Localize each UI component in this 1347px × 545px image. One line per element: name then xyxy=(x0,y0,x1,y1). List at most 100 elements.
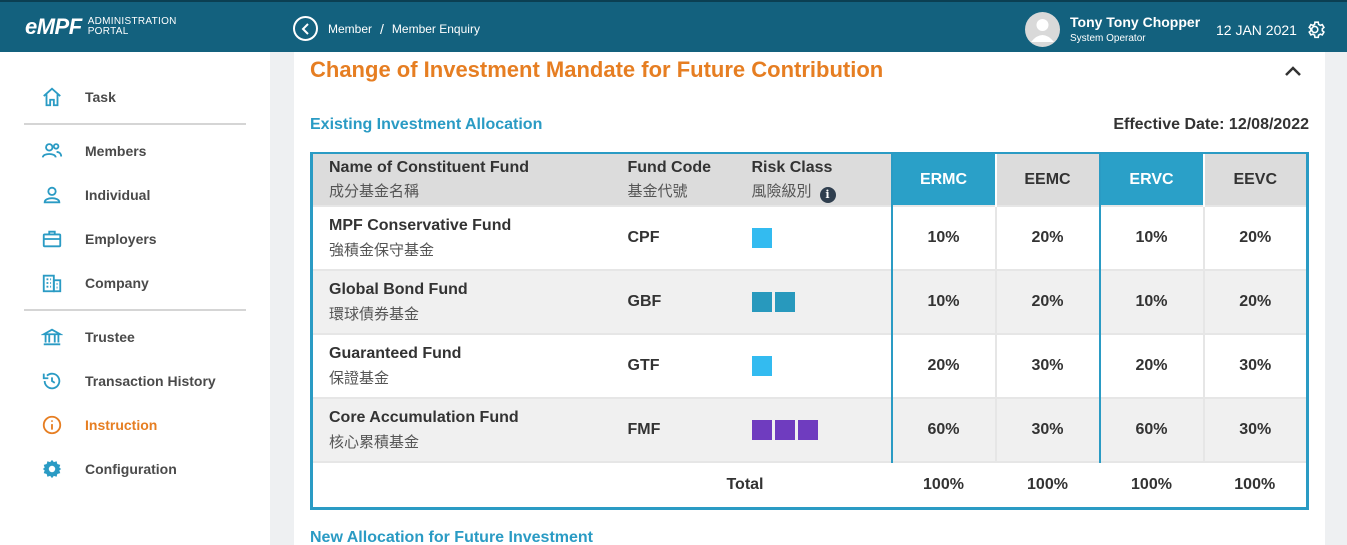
header-risk-class-en: Risk Class xyxy=(751,159,833,176)
sidebar-item-label: Configuration xyxy=(85,461,177,477)
total-ermc: 100% xyxy=(891,461,996,508)
avatar[interactable] xyxy=(1025,12,1060,47)
sidebar: Task Members Individual Employers Compan… xyxy=(0,52,270,545)
header-fund-name: Name of Constituent Fund 成分基金名稱 xyxy=(311,152,628,206)
cell-eevc: 30% xyxy=(1202,397,1308,462)
sidebar-divider xyxy=(24,123,246,125)
cell-ervc: 10% xyxy=(1098,269,1204,334)
user-name: Tony Tony Chopper xyxy=(1070,14,1201,30)
breadcrumb-member[interactable]: Member xyxy=(328,22,373,36)
total-ervc: 100% xyxy=(1099,461,1204,508)
cell-eevc: 20% xyxy=(1202,205,1308,270)
fund-name-zh: 核心累積基金 xyxy=(329,434,420,451)
total-row: Total 100% 100% 100% 100% xyxy=(311,461,1308,508)
cell-risk-class xyxy=(751,205,892,270)
table-header-row: Name of Constituent Fund 成分基金名稱 Fund Cod… xyxy=(311,152,1308,206)
existing-allocation-title: Existing Investment Allocation xyxy=(310,116,543,133)
sidebar-item-label: Transaction History xyxy=(85,373,216,389)
header-risk-class-zh-wrap: 風險級別 i xyxy=(752,180,891,203)
header-fund-code-zh: 基金代號 xyxy=(627,183,688,200)
logo[interactable]: eMPF ADMINISTRATION PORTAL xyxy=(25,15,177,39)
total-eevc: 100% xyxy=(1203,461,1308,508)
cell-eemc: 20% xyxy=(994,269,1100,334)
sidebar-item-company[interactable]: Company xyxy=(40,268,149,298)
sidebar-item-label: Company xyxy=(85,275,149,291)
chevron-up-icon[interactable] xyxy=(1283,64,1303,78)
risk-square xyxy=(751,420,772,440)
cell-eevc: 20% xyxy=(1202,269,1308,334)
sidebar-item-individual[interactable]: Individual xyxy=(40,180,150,210)
sidebar-item-label: Individual xyxy=(85,187,151,203)
breadcrumb-separator: / xyxy=(380,21,384,37)
cell-fund-code: FMF xyxy=(627,397,752,462)
cell-fund-name: MPF Conservative Fund 強積金保守基金 xyxy=(311,205,628,270)
home-icon xyxy=(40,85,64,109)
info-icon[interactable]: i xyxy=(819,187,836,203)
cell-fund-name: Guaranteed Fund 保證基金 xyxy=(311,333,628,398)
bank-icon xyxy=(40,325,64,349)
total-eemc: 100% xyxy=(995,461,1100,508)
sidebar-item-configuration[interactable]: Configuration xyxy=(40,454,177,484)
user-role: System Operator xyxy=(1070,33,1146,44)
cell-ervc: 60% xyxy=(1098,397,1204,462)
logo-subtitle-line1: ADMINISTRATION xyxy=(87,16,177,27)
cell-ermc: 10% xyxy=(890,205,996,270)
sidebar-item-label: Members xyxy=(85,143,147,159)
fund-name-en: MPF Conservative Fund xyxy=(329,217,512,234)
cell-eevc: 30% xyxy=(1202,333,1308,398)
sidebar-divider xyxy=(24,309,246,311)
header-fund-name-zh: 成分基金名稱 xyxy=(329,183,420,200)
header-risk-class-zh: 風險級別 xyxy=(751,183,812,200)
cell-risk-class xyxy=(751,333,892,398)
header-fund-code-en: Fund Code xyxy=(627,159,712,176)
sidebar-item-transaction-history[interactable]: Transaction History xyxy=(40,366,216,396)
sidebar-item-instruction[interactable]: Instruction xyxy=(40,410,157,440)
logo-subtitle: ADMINISTRATION PORTAL xyxy=(88,17,177,37)
building-icon xyxy=(40,271,64,295)
breadcrumb: Member / Member Enquiry xyxy=(328,21,480,37)
sidebar-item-label: Trustee xyxy=(85,329,135,345)
cell-eemc: 20% xyxy=(994,205,1100,270)
settings-gear-icon[interactable] xyxy=(1306,19,1327,40)
sidebar-item-employers[interactable]: Employers xyxy=(40,224,157,254)
fund-name-zh: 強積金保守基金 xyxy=(329,242,435,259)
cell-risk-class xyxy=(751,397,892,462)
risk-square xyxy=(751,292,772,312)
risk-square xyxy=(751,228,772,248)
fund-name-en: Core Accumulation Fund xyxy=(329,409,519,426)
cell-fund-code: GBF xyxy=(627,269,752,334)
sidebar-item-members[interactable]: Members xyxy=(40,136,146,166)
table-row: MPF Conservative Fund 強積金保守基金 CPF 10% 20% 10%… xyxy=(311,205,1308,270)
risk-square xyxy=(774,420,795,440)
sidebar-item-label: Instruction xyxy=(85,417,158,433)
risk-indicator xyxy=(751,292,891,312)
total-label: Total xyxy=(627,461,892,508)
info-circle-icon xyxy=(40,413,64,437)
briefcase-icon xyxy=(40,227,64,251)
breadcrumb-member-enquiry[interactable]: Member Enquiry xyxy=(391,22,480,36)
cell-ervc: 10% xyxy=(1098,205,1204,270)
header-ermc: ERMC xyxy=(890,152,996,206)
logo-subtitle-line2: PORTAL xyxy=(87,26,129,37)
risk-indicator xyxy=(751,420,891,440)
cell-risk-class xyxy=(751,269,892,334)
header-eemc: EEMC xyxy=(994,152,1100,206)
chevron-left-icon xyxy=(301,22,309,35)
fund-name-zh: 環球債券基金 xyxy=(329,306,420,323)
history-icon xyxy=(40,369,64,393)
members-icon xyxy=(40,139,64,163)
current-date: 12 JAN 2021 xyxy=(1216,22,1297,38)
header-risk-class: Risk Class 風險級別 i xyxy=(751,152,892,206)
cell-ermc: 20% xyxy=(890,333,996,398)
back-button[interactable] xyxy=(293,16,318,41)
table-row: Global Bond Fund 環球債券基金 GBF 10% 20% 10% 20% xyxy=(311,269,1308,334)
user-icon xyxy=(1031,19,1054,42)
allocation-table: Name of Constituent Fund 成分基金名稱 Fund Cod… xyxy=(310,152,1309,510)
cell-fund-name: Global Bond Fund 環球債券基金 xyxy=(311,269,628,334)
gear-icon xyxy=(40,457,64,481)
cell-fund-code: CPF xyxy=(627,205,752,270)
risk-square xyxy=(774,292,795,312)
sidebar-item-task[interactable]: Task xyxy=(40,82,116,112)
sidebar-item-trustee[interactable]: Trustee xyxy=(40,322,135,352)
risk-indicator xyxy=(751,228,891,248)
